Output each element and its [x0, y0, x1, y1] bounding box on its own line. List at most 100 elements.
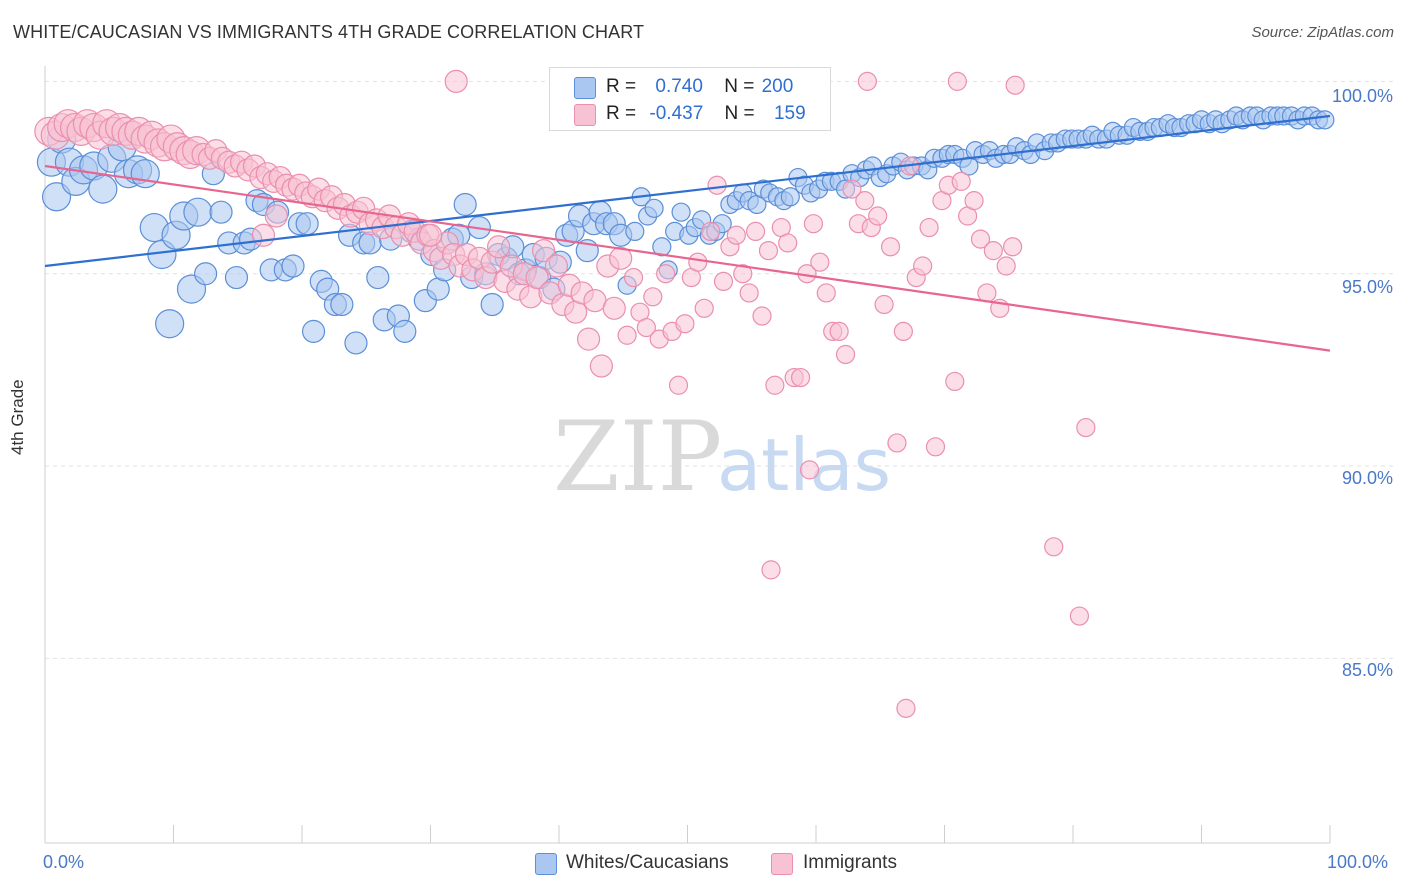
immigrants-point [857, 71, 878, 91]
immigrants-point [829, 321, 849, 342]
immigrants-point [868, 206, 888, 226]
whites-point [295, 212, 319, 236]
immigrants-point [739, 283, 759, 303]
immigrants-point [1005, 75, 1025, 95]
bottom-legend-swatch-whites [535, 853, 557, 875]
x-tick-label-min: 0.0% [43, 852, 85, 872]
immigrants-point [643, 287, 663, 307]
whites-point [453, 192, 477, 217]
trend-lines [44, 114, 1331, 352]
whites-point [671, 202, 691, 222]
immigrants-point [880, 237, 901, 257]
y-tick-label: 100.0% [1331, 86, 1393, 106]
immigrants-point [733, 264, 753, 284]
immigrants-point [1003, 237, 1023, 257]
immigrants-point [996, 256, 1016, 276]
immigrants-point [951, 171, 971, 191]
immigrants-point [617, 325, 637, 345]
immigrants-point [964, 191, 984, 211]
immigrants-point [525, 265, 549, 290]
immigrants-point [855, 191, 875, 211]
whites-point [301, 319, 326, 344]
whites-point [426, 277, 450, 301]
series-immigrants-points [34, 69, 1096, 718]
immigrants-point [752, 306, 772, 326]
immigrants-point [418, 223, 443, 247]
immigrants-point [602, 296, 626, 320]
immigrants-point [564, 300, 588, 324]
immigrants-point [835, 344, 856, 365]
immigrants-point [636, 317, 656, 338]
immigrants-point [688, 252, 708, 272]
immigrants-point [1069, 606, 1090, 626]
watermark-zip: ZIP [553, 401, 722, 513]
immigrants-point [810, 252, 830, 272]
r-value: 0.740 [655, 76, 703, 97]
immigrants-point [778, 233, 798, 253]
legend-swatch-whites [574, 77, 596, 99]
immigrants-point [977, 283, 997, 303]
immigrants-point [919, 217, 939, 238]
immigrants-trend-line [44, 164, 1331, 352]
n-label: N = [724, 103, 755, 124]
x-tick-label-max: 100.0% [1327, 852, 1389, 872]
immigrants-point [701, 221, 721, 242]
chart-title: WHITE/CAUCASIAN VS IMMIGRANTS 4TH GRADE … [13, 22, 645, 42]
legend-row-immigrants: R = -0.437 N = 159 [606, 103, 806, 125]
immigrants-point [765, 375, 785, 395]
whites-point [130, 159, 160, 189]
immigrants-point [799, 460, 820, 480]
source-text: Source: ZipAtlas.com [1251, 24, 1394, 41]
whites-point [224, 265, 249, 290]
whites-point [480, 292, 504, 317]
immigrants-point [761, 560, 781, 580]
immigrants-point [983, 241, 1003, 261]
immigrants-point [544, 254, 569, 278]
immigrants-point [264, 204, 288, 228]
r-label: R = [606, 76, 637, 97]
whites-point [155, 309, 185, 339]
series-whites-points [36, 106, 1335, 355]
n-label: N = [724, 76, 755, 97]
whites-point [652, 237, 672, 257]
whites-point [1315, 110, 1335, 130]
r-value: -0.437 [649, 103, 704, 124]
whites-point [209, 200, 233, 224]
immigrants-point [444, 69, 468, 93]
immigrants-point [576, 327, 601, 351]
immigrants-point [1076, 417, 1096, 438]
stats-legend: R = 0.740 N = 200 R = -0.437 N = 159 [549, 67, 831, 131]
immigrants-point [790, 367, 811, 388]
n-value: 200 [761, 76, 794, 97]
whites-point [88, 174, 118, 204]
immigrants-point [487, 235, 511, 259]
immigrants-point [531, 239, 556, 263]
immigrants-point [726, 225, 746, 245]
immigrants-point [945, 371, 965, 392]
bottom-legend-swatch-immigrants [771, 853, 793, 875]
bottom-legend-immigrants: Immigrants [803, 852, 897, 873]
immigrants-point [970, 229, 991, 249]
immigrants-point [816, 283, 836, 303]
immigrants-point [896, 698, 916, 718]
y-axis-label: 4th Grade [8, 379, 27, 455]
immigrants-point [609, 246, 633, 270]
immigrants-point [675, 314, 695, 334]
whites-point [644, 198, 664, 218]
immigrants-point [589, 354, 614, 378]
whites-point [281, 254, 305, 278]
immigrants-point [842, 179, 862, 199]
immigrants-point [887, 433, 907, 453]
whites-point [625, 221, 645, 242]
immigrants-point [803, 214, 824, 234]
immigrants-point [707, 175, 727, 195]
immigrants-point [694, 298, 714, 318]
bottom-legend-whites: Whites/Caucasians [566, 852, 729, 873]
immigrants-point [746, 221, 766, 242]
whites-point [194, 262, 218, 286]
immigrants-point [251, 223, 276, 247]
y-tick-label: 90.0% [1341, 468, 1393, 488]
whites-point [393, 319, 417, 344]
immigrants-point [623, 267, 644, 288]
y-tick-label: 85.0% [1341, 660, 1393, 680]
